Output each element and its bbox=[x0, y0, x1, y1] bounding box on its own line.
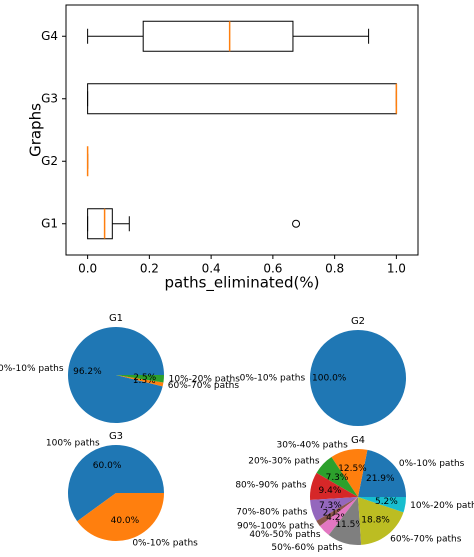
pie-slice bbox=[358, 497, 406, 513]
pie-slice bbox=[310, 497, 358, 521]
slice-percent: 11.5% bbox=[335, 520, 364, 530]
slice-percent: 60.0% bbox=[93, 461, 122, 471]
x-tick-label: 0.2 bbox=[140, 262, 159, 276]
box bbox=[142, 20, 294, 52]
slice-percent: 40.0% bbox=[111, 516, 140, 526]
pie-slice bbox=[331, 449, 368, 497]
slice-label: 0%-10% paths bbox=[132, 539, 198, 549]
pie-slice bbox=[358, 449, 406, 497]
slice-label: 70%-80% paths bbox=[236, 508, 308, 518]
slice-label: 10%-20% paths bbox=[410, 501, 474, 511]
x-tick-label: 0.0 bbox=[78, 262, 97, 276]
x-tick-label: 1.0 bbox=[387, 262, 406, 276]
pie-slice bbox=[116, 375, 164, 383]
x-tick-label: 0.8 bbox=[325, 262, 344, 276]
pie-slice bbox=[67, 327, 164, 424]
pie-slice bbox=[67, 445, 164, 522]
slice-percent: 2.5% bbox=[133, 373, 156, 383]
pie-title: G4 bbox=[351, 435, 365, 446]
x-tick-label: 0.6 bbox=[263, 262, 282, 276]
slice-label: 100% paths bbox=[46, 438, 100, 448]
box bbox=[87, 83, 397, 115]
pie-title: G1 bbox=[109, 313, 123, 324]
slice-label: 60%-70% paths bbox=[390, 534, 462, 544]
slice-label: 60%-70% paths bbox=[168, 381, 240, 391]
slice-percent: 12.5% bbox=[338, 464, 367, 474]
plot-frame bbox=[65, 4, 419, 256]
pie-slice bbox=[328, 497, 362, 545]
slice-percent: 7.3% bbox=[319, 501, 342, 511]
slice-percent: 18.8% bbox=[361, 515, 390, 525]
pie-slice bbox=[310, 472, 358, 501]
slice-percent: 100.0% bbox=[312, 374, 347, 384]
slice-label: 90%-100% paths bbox=[237, 522, 314, 532]
slice-label: 0%-10% paths bbox=[0, 364, 64, 374]
slice-label: 50%-60% paths bbox=[271, 543, 343, 553]
slice-label: 30%-40% paths bbox=[277, 441, 349, 451]
pie-slice bbox=[310, 330, 406, 426]
pie-slice bbox=[77, 493, 164, 541]
slice-percent: 96.2% bbox=[73, 367, 102, 377]
slice-label: 80%-90% paths bbox=[235, 480, 307, 490]
pie-title: G2 bbox=[351, 316, 365, 327]
slice-percent: 21.9% bbox=[366, 474, 395, 484]
pie-slice bbox=[116, 375, 164, 387]
x-axis-label: paths_eliminated(%) bbox=[164, 274, 319, 293]
slice-label: 0%-10% paths bbox=[240, 374, 306, 384]
pie-slice bbox=[358, 497, 404, 545]
slice-label: 20%-30% paths bbox=[248, 456, 320, 466]
y-axis-label: Graphs bbox=[27, 103, 45, 157]
box bbox=[87, 208, 113, 240]
y-tick-label: G1 bbox=[41, 216, 58, 230]
slice-label: 40%-50% paths bbox=[249, 530, 321, 540]
slice-percent: 2.1% bbox=[323, 508, 346, 518]
slice-percent: 7.3% bbox=[326, 473, 349, 483]
pie-title: G3 bbox=[109, 431, 123, 442]
pie-slice bbox=[316, 497, 358, 527]
pie-slice bbox=[319, 497, 358, 536]
flier bbox=[292, 219, 301, 228]
y-tick-label: G4 bbox=[41, 29, 58, 43]
slice-label: 10%-20% paths bbox=[169, 375, 241, 385]
slice-percent: 5.2% bbox=[375, 497, 398, 507]
slice-label: 0%-10% paths bbox=[399, 459, 465, 469]
y-tick-label: G2 bbox=[41, 154, 58, 168]
slice-percent: 1.3% bbox=[133, 376, 156, 386]
slice-percent: 9.4% bbox=[319, 486, 342, 496]
slice-percent: 4.2% bbox=[326, 513, 349, 523]
pie-slice bbox=[316, 457, 358, 497]
y-tick-label: G3 bbox=[41, 91, 58, 105]
x-tick-label: 0.4 bbox=[202, 262, 221, 276]
